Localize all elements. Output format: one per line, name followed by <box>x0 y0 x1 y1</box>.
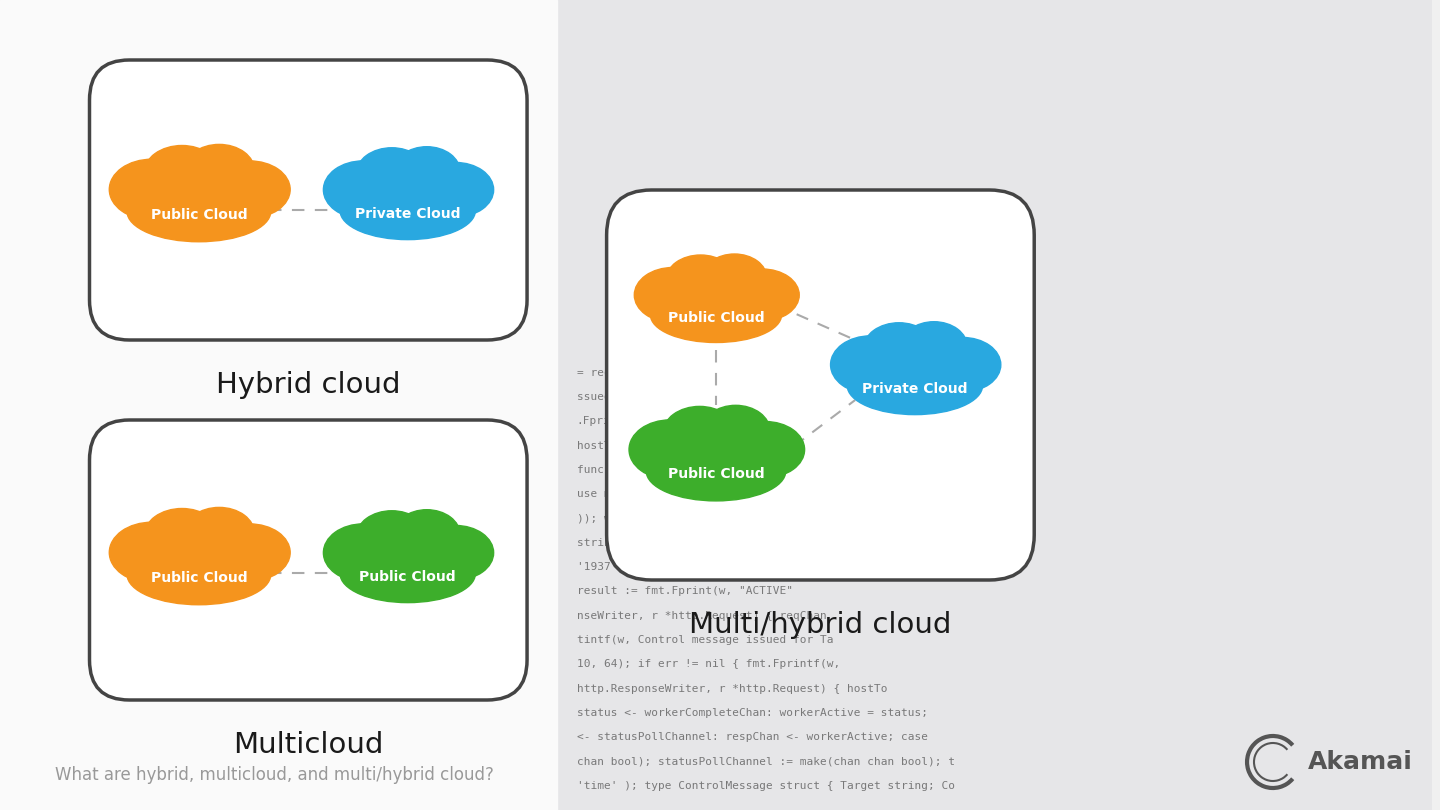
Text: http.ResponseWriter, r *http.Request) { hostTo: http.ResponseWriter, r *http.Request) { … <box>577 684 887 693</box>
Text: '1937', nil)); };pa: '1937', nil)); };pa <box>577 562 706 572</box>
Text: Public Cloud: Public Cloud <box>668 467 765 481</box>
Ellipse shape <box>662 407 736 460</box>
Text: Public Cloud: Public Cloud <box>360 570 456 584</box>
FancyBboxPatch shape <box>606 190 1034 580</box>
Ellipse shape <box>393 509 461 560</box>
Ellipse shape <box>726 269 799 321</box>
Ellipse shape <box>701 405 770 457</box>
Ellipse shape <box>340 182 475 240</box>
Text: Akamai: Akamai <box>1308 750 1413 774</box>
Ellipse shape <box>629 420 711 480</box>
Text: tintf(w, Control message issued for Ta: tintf(w, Control message issued for Ta <box>577 635 834 645</box>
Text: 'time' ); type ControlMessage struct { Target string; Co: 'time' ); type ControlMessage struct { T… <box>577 781 955 791</box>
Ellipse shape <box>726 421 805 478</box>
Text: chan bool); statusPollChannel := make(chan chan bool); t: chan bool); statusPollChannel := make(ch… <box>577 757 955 766</box>
Ellipse shape <box>847 357 982 415</box>
Text: Public Cloud: Public Cloud <box>668 311 765 325</box>
Text: ssued for Ta: ssued for Ta <box>577 392 658 402</box>
Text: use msg := <: use msg := < <box>577 489 658 499</box>
Ellipse shape <box>900 322 968 372</box>
Ellipse shape <box>209 161 291 218</box>
Text: Public Cloud: Public Cloud <box>151 208 248 222</box>
Ellipse shape <box>418 526 494 580</box>
Text: <- statusPollChannel: respChan <- workerActive; case: <- statusPollChannel: respChan <- worker… <box>577 732 927 742</box>
Bar <box>0 0 557 810</box>
Text: func admin(u: func admin(u <box>577 465 658 475</box>
Ellipse shape <box>356 511 428 563</box>
Ellipse shape <box>703 254 768 302</box>
Text: status <- workerCompleteChan: workerActive = status;: status <- workerCompleteChan: workerActi… <box>577 708 927 718</box>
Text: result := fmt.Fprint(w, "ACTIVE": result := fmt.Fprint(w, "ACTIVE" <box>577 586 793 596</box>
Ellipse shape <box>324 524 403 582</box>
Ellipse shape <box>924 338 1001 392</box>
Text: Multi/hybrid cloud: Multi/hybrid cloud <box>690 611 952 639</box>
Ellipse shape <box>393 147 461 197</box>
FancyBboxPatch shape <box>89 420 527 700</box>
Text: nseWriter, r *http.Request) { reqChan: nseWriter, r *http.Request) { reqChan <box>577 611 827 620</box>
Ellipse shape <box>418 163 494 217</box>
Text: Private Cloud: Private Cloud <box>356 207 461 221</box>
Ellipse shape <box>651 288 782 343</box>
Text: Public Cloud: Public Cloud <box>151 571 248 585</box>
Ellipse shape <box>184 507 255 561</box>
Text: hostTokens: hostTokens <box>577 441 644 450</box>
Text: 10, 64); if err != nil { fmt.Fprintf(w,: 10, 64); if err != nil { fmt.Fprintf(w, <box>577 659 840 669</box>
Ellipse shape <box>144 509 220 564</box>
Ellipse shape <box>209 524 291 581</box>
Ellipse shape <box>340 545 475 603</box>
Text: = reqChan: = reqChan <box>577 368 638 377</box>
Ellipse shape <box>109 160 194 220</box>
Text: Hybrid cloud: Hybrid cloud <box>216 371 400 399</box>
Bar <box>557 0 1431 810</box>
Ellipse shape <box>144 146 220 201</box>
Text: Multicloud: Multicloud <box>233 731 383 759</box>
Ellipse shape <box>831 336 910 394</box>
Ellipse shape <box>665 255 736 305</box>
Text: .Fprintf(w,: .Fprintf(w, <box>577 416 651 426</box>
Ellipse shape <box>863 322 935 375</box>
Ellipse shape <box>647 441 786 501</box>
Ellipse shape <box>127 181 271 241</box>
Ellipse shape <box>109 522 194 582</box>
Ellipse shape <box>634 267 711 322</box>
Text: What are hybrid, multicloud, and multi/hybrid cloud?: What are hybrid, multicloud, and multi/h… <box>55 766 494 784</box>
Ellipse shape <box>324 161 403 219</box>
FancyBboxPatch shape <box>89 60 527 340</box>
Text: Private Cloud: Private Cloud <box>863 382 968 396</box>
Ellipse shape <box>127 544 271 605</box>
Ellipse shape <box>356 147 428 200</box>
Text: )); workerAct: )); workerAct <box>577 514 664 523</box>
Text: string.Count(64); }; func ma: string.Count(64); }; func ma <box>577 538 766 548</box>
Ellipse shape <box>184 144 255 197</box>
